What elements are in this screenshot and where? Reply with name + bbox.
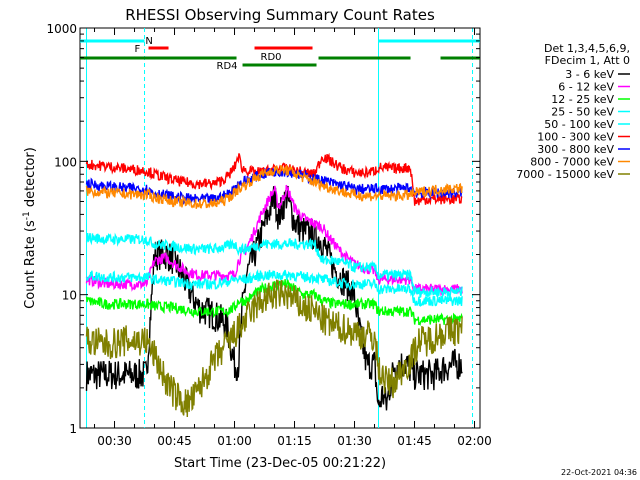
x-tick-label-6: 02:00 [457, 434, 492, 448]
plot-frame [79, 27, 481, 429]
y-tick-label-0: 1 [69, 422, 77, 436]
legend-label-7: 800 - 7000 keV [530, 156, 614, 169]
plot-border [79, 27, 481, 429]
x-tick-label-2: 01:00 [217, 434, 252, 448]
legend-header-0: Det 1,3,4,5,6,9, [544, 42, 630, 55]
series-group [85, 152, 463, 418]
legend-label-3: 25 - 50 keV [551, 106, 614, 119]
x-axis-label: Start Time (23-Dec-05 00:21:22) [174, 456, 386, 471]
series-line-7 [85, 165, 463, 209]
legend-label-1: 6 - 12 keV [558, 81, 614, 94]
status-label-rd4: RD4 [217, 61, 238, 72]
legend-label-5: 100 - 300 keV [537, 131, 614, 144]
x-tick-label-0: 00:30 [97, 434, 132, 448]
legend-label-2: 12 - 25 keV [551, 93, 614, 106]
axes: 00:30 00:45 01:00 01:15 01:30 01:45 02:00 1 10 10… [46, 22, 491, 448]
series-line-5 [85, 152, 463, 206]
legend-label-4: 50 - 100 keV [544, 118, 614, 131]
series-line-3 [85, 232, 463, 300]
y-axis-label: Count Rate (s-1 detector) [22, 147, 38, 309]
y-tick-label-2: 100 [54, 155, 77, 169]
date-stamp: 22-Oct-2021 04:36 [561, 468, 637, 477]
legend-header-1: FDecim 1, Att 0 [545, 54, 630, 67]
series-line-4 [85, 268, 463, 307]
x-tick-label-3: 01:15 [277, 434, 312, 448]
status-bars: NF RD0 RD4 [80, 36, 480, 72]
legend: Det 1,3,4,5,6,9,FDecim 1, Att 03 - 6 keV… [516, 42, 630, 181]
series-line-8 [85, 279, 463, 418]
status-label-n: N [145, 36, 152, 47]
series-line-2 [85, 277, 463, 327]
x-tick-label-1: 00:45 [157, 434, 192, 448]
x-tick-label-5: 01:45 [397, 434, 432, 448]
y-tick-label-1: 10 [62, 289, 77, 303]
x-tick-label-4: 01:30 [337, 434, 372, 448]
legend-label-0: 3 - 6 keV [565, 68, 614, 81]
legend-label-6: 300 - 800 keV [537, 143, 614, 156]
status-label-f: F [135, 44, 141, 55]
y-tick-label-3: 1000 [46, 22, 77, 36]
chart-title: RHESSI Observing Summary Count Rates [125, 6, 435, 24]
legend-label-8: 7000 - 15000 keV [516, 168, 614, 181]
status-label-rd0: RD0 [261, 52, 282, 63]
